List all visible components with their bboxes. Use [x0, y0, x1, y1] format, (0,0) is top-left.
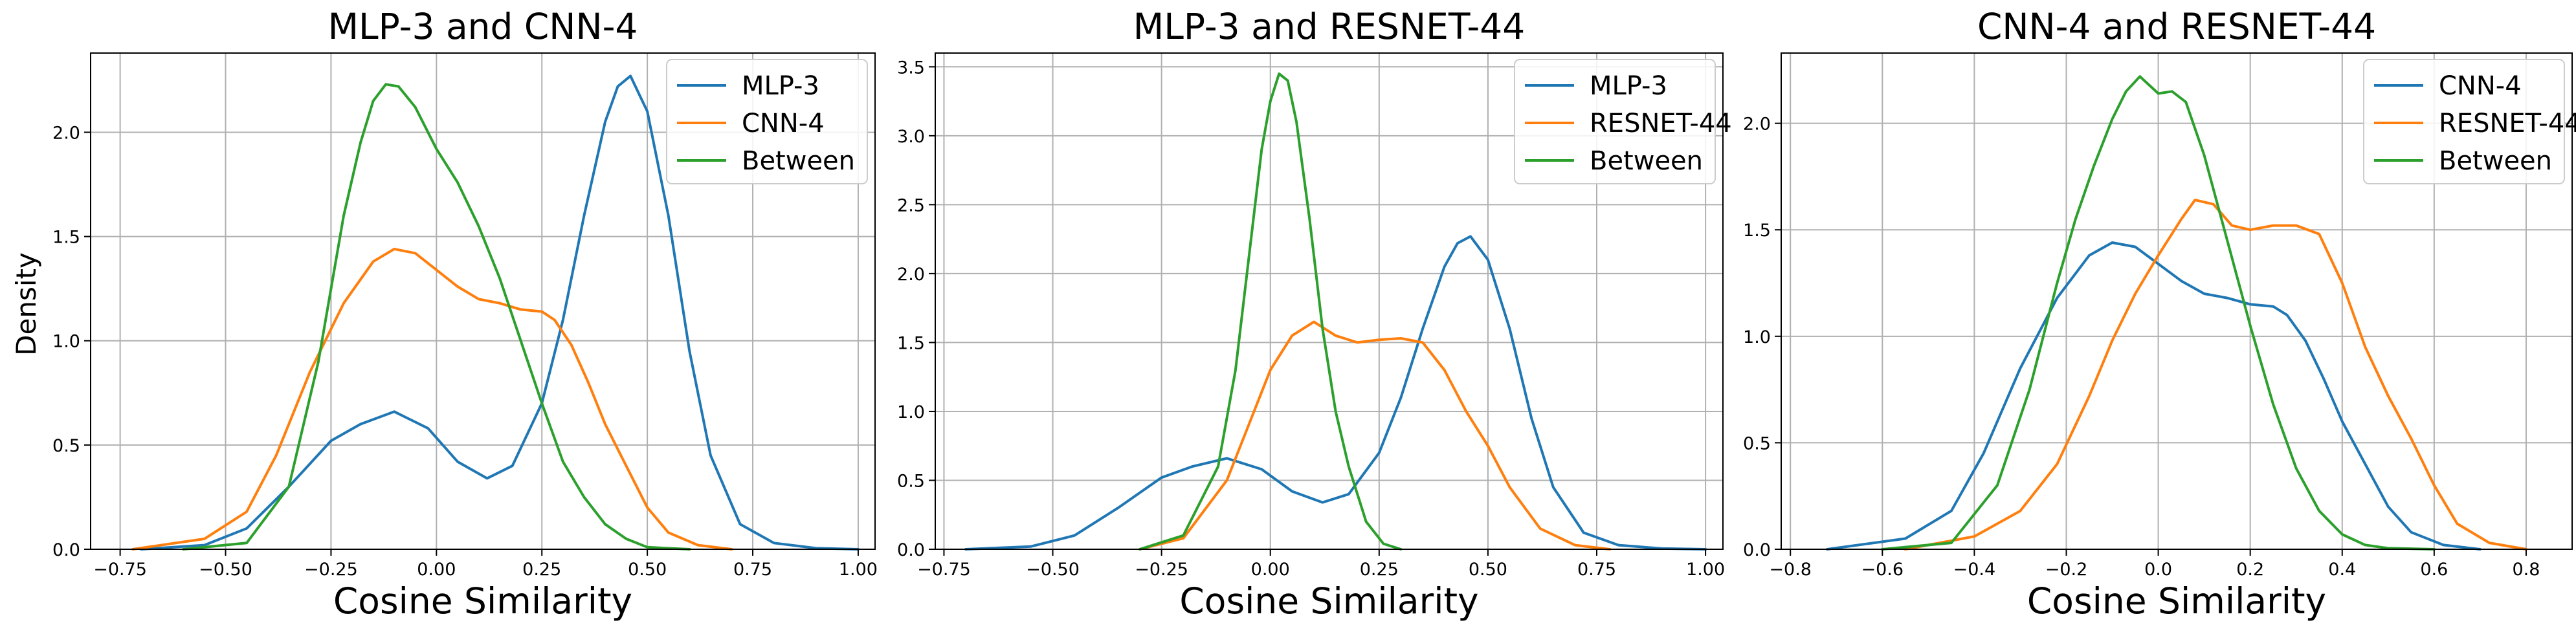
y-tick-label: 0.5 [1743, 433, 1771, 454]
chart-title: MLP-3 and CNN-4 [328, 6, 638, 47]
series-line-mlp-3 [964, 235, 1707, 551]
series-line-cnn-4 [131, 247, 733, 551]
x-tick-label: 0.75 [733, 560, 772, 580]
series-line-resnet-44 [1138, 320, 1612, 551]
x-tick-label: −0.4 [1953, 560, 1996, 580]
x-tick-label: −0.6 [1861, 560, 1904, 580]
x-tick-label: 1.00 [839, 560, 878, 580]
y-tick-label: 1.0 [897, 402, 925, 422]
y-tick-label: 0.0 [1743, 540, 1771, 560]
y-tick-label: 3.5 [897, 58, 925, 78]
plot-frame [90, 52, 876, 550]
x-tick-label: 0.0 [2144, 560, 2172, 580]
y-tick-label: 2.0 [1743, 115, 1771, 135]
y-tick-label: 0.0 [52, 540, 80, 560]
x-tick-label: 0.6 [2420, 560, 2448, 580]
y-tick-label: 1.5 [897, 333, 925, 353]
y-tick-label: 2.0 [52, 123, 80, 143]
series-line-cnn-4 [1826, 241, 2482, 551]
subplot-mlp3-cnn4: −0.75 −0.50 −0.25 0.00 0.25 0.50 0.75 1.00 0.0 0.… [52, 6, 878, 622]
x-tick-label: −0.8 [1769, 560, 1812, 580]
x-tick-label: −0.50 [1026, 560, 1080, 580]
y-tick-label: 1.0 [1743, 327, 1771, 347]
x-tick-label: −0.25 [304, 560, 358, 580]
legend-entry-label: MLP-3 [742, 71, 819, 101]
series-line-between [182, 83, 691, 551]
y-tick-label: 0.5 [52, 436, 80, 456]
x-axis-label: Cosine Similarity [2027, 580, 2326, 622]
subplot-cnn4-resnet44: −0.8 −0.6 −0.4 −0.2 0.0 0.2 0.4 0.6 0.8 0.0 0.5 1.0… [1743, 6, 2576, 622]
x-tick-label: 0.75 [1577, 560, 1616, 580]
legend-entry-label: RESNET-44 [1590, 109, 1732, 138]
chart-title: MLP-3 and RESNET-44 [1133, 6, 1525, 47]
x-tick-label: 0.25 [522, 560, 561, 580]
y-tick-label: 3.0 [897, 127, 925, 147]
legend-box [1514, 59, 1716, 184]
plot-frame [1781, 52, 2573, 550]
legend-entry-label: Between [742, 146, 855, 176]
x-tick-label: 0.4 [2328, 560, 2356, 580]
x-tick-label: −0.50 [199, 560, 252, 580]
x-tick-label: 0.00 [1251, 560, 1290, 580]
x-tick-label: 0.25 [1360, 560, 1399, 580]
x-tick-label: −0.75 [93, 560, 147, 580]
legend-entry-label: Between [2439, 146, 2552, 176]
y-tick-label: 0.5 [897, 471, 925, 491]
series-line-between [1138, 72, 1403, 551]
legend-entry-label: RESNET-44 [2439, 109, 2576, 138]
y-tick-label: 0.0 [897, 540, 925, 560]
legend-entry-label: MLP-3 [1590, 71, 1667, 101]
x-tick-label: −0.25 [1135, 560, 1188, 580]
y-tick-label: 1.5 [1743, 221, 1771, 241]
x-tick-label: 0.00 [417, 560, 456, 580]
y-tick-label: 1.0 [52, 332, 80, 352]
legend-entry-label: Between [1590, 146, 1703, 176]
plot-frame [935, 52, 1724, 550]
x-tick-label: 0.2 [2236, 560, 2264, 580]
x-tick-label: 0.50 [1469, 560, 1507, 580]
series-line-mlp-3 [140, 74, 860, 551]
y-tick-label: 2.0 [897, 265, 925, 285]
y-tick-label: 2.5 [897, 195, 925, 215]
legend-entry-label: CNN-4 [2439, 71, 2522, 101]
x-tick-label: 1.00 [1686, 560, 1725, 580]
x-axis-label: Cosine Similarity [1179, 580, 1478, 622]
y-tick-label: 1.5 [52, 228, 80, 248]
legend-entry-label: CNN-4 [742, 109, 825, 138]
legend-box [666, 59, 868, 184]
x-axis-label: Cosine Similarity [333, 580, 632, 622]
x-tick-label: 0.8 [2512, 560, 2540, 580]
x-tick-label: −0.2 [2045, 560, 2088, 580]
series-line-between [1881, 75, 2436, 551]
subplot-mlp3-resnet44: −0.75 −0.50 −0.25 0.00 0.25 0.50 0.75 1.00 0.0 0.… [897, 6, 1732, 622]
chart-title: CNN-4 and RESNET-44 [1977, 6, 2376, 47]
series-line-resnet-44 [1904, 199, 2527, 551]
x-tick-label: 0.50 [628, 560, 667, 580]
y-axis-label: Density [10, 252, 42, 356]
legend-box [2363, 59, 2565, 184]
x-tick-label: −0.75 [917, 560, 971, 580]
